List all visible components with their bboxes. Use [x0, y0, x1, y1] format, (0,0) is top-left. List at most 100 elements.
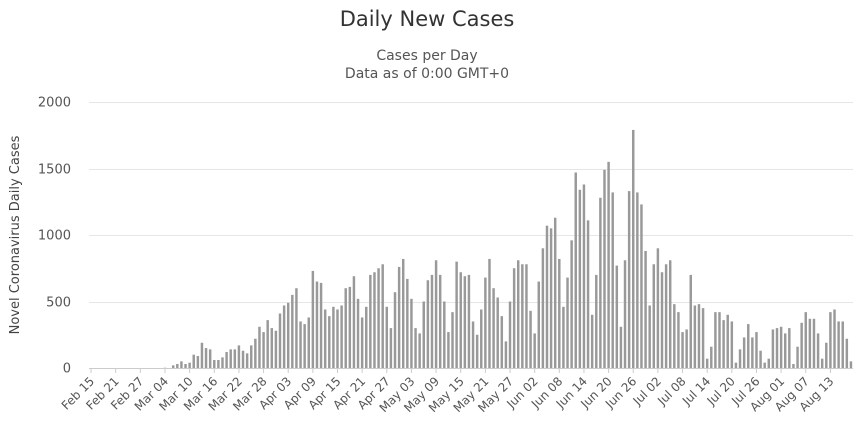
bar[interactable] — [410, 298, 413, 368]
bar[interactable] — [336, 309, 339, 368]
bar[interactable] — [549, 228, 553, 368]
bar[interactable] — [537, 281, 540, 368]
bar[interactable] — [562, 306, 565, 368]
bar[interactable] — [558, 258, 561, 368]
bar[interactable] — [196, 356, 200, 368]
bar[interactable] — [829, 312, 832, 368]
bar[interactable] — [200, 342, 204, 368]
bar[interactable] — [533, 333, 536, 368]
bar[interactable] — [262, 332, 265, 368]
bar[interactable] — [258, 326, 261, 368]
bar[interactable] — [722, 320, 725, 368]
bar[interactable] — [455, 261, 458, 368]
bar[interactable] — [755, 332, 758, 368]
bar[interactable] — [237, 345, 241, 368]
bar[interactable] — [184, 364, 187, 368]
bar[interactable] — [377, 268, 380, 368]
bar[interactable] — [783, 333, 787, 368]
bar[interactable] — [291, 294, 294, 368]
bar[interactable] — [188, 362, 191, 368]
bar[interactable] — [340, 305, 343, 368]
bar[interactable] — [217, 360, 220, 368]
bar[interactable] — [566, 277, 569, 368]
bar[interactable] — [660, 272, 664, 368]
bar[interactable] — [845, 338, 849, 368]
bar[interactable] — [443, 301, 446, 369]
bar[interactable] — [373, 272, 376, 368]
bar[interactable] — [656, 248, 660, 368]
bar[interactable] — [771, 329, 775, 368]
bar[interactable] — [812, 318, 816, 368]
bar[interactable] — [245, 353, 249, 368]
bar[interactable] — [677, 312, 680, 368]
bar[interactable] — [250, 345, 253, 368]
bar[interactable] — [360, 317, 364, 368]
bar[interactable] — [500, 316, 504, 368]
bar[interactable] — [582, 184, 586, 368]
bar[interactable] — [303, 324, 306, 368]
bar[interactable] — [176, 364, 179, 368]
bar[interactable] — [701, 308, 705, 368]
bar[interactable] — [315, 281, 319, 368]
bar[interactable] — [397, 266, 401, 368]
bar[interactable] — [414, 328, 417, 368]
bar[interactable] — [734, 362, 738, 368]
bar[interactable] — [278, 313, 282, 368]
bar[interactable] — [241, 350, 245, 368]
bar[interactable] — [673, 304, 676, 368]
bar[interactable] — [627, 191, 631, 368]
bar[interactable] — [668, 260, 672, 368]
bar[interactable] — [521, 264, 524, 368]
bar[interactable] — [496, 297, 499, 368]
bar[interactable] — [693, 305, 697, 368]
bar[interactable] — [841, 321, 844, 368]
bar[interactable] — [282, 305, 286, 368]
bar[interactable] — [611, 192, 614, 368]
bar[interactable] — [348, 286, 352, 368]
bar[interactable] — [800, 322, 803, 368]
bar[interactable] — [640, 204, 643, 368]
bar[interactable] — [586, 220, 590, 368]
bar[interactable] — [714, 312, 717, 368]
bar[interactable] — [697, 304, 701, 368]
bar[interactable] — [208, 349, 212, 368]
bar[interactable] — [430, 274, 434, 368]
bar[interactable] — [570, 240, 573, 368]
bar[interactable] — [726, 314, 729, 368]
bar[interactable] — [599, 197, 602, 368]
bar[interactable] — [796, 346, 799, 368]
bar[interactable] — [270, 328, 274, 368]
bar[interactable] — [266, 320, 269, 368]
bar[interactable] — [180, 361, 183, 368]
bar[interactable] — [438, 274, 442, 368]
bar[interactable] — [344, 288, 347, 368]
bar[interactable] — [504, 341, 508, 368]
bar[interactable] — [705, 358, 709, 368]
bar[interactable] — [553, 217, 557, 368]
bar[interactable] — [311, 270, 315, 368]
bar[interactable] — [274, 330, 278, 368]
bar[interactable] — [792, 364, 795, 368]
bar[interactable] — [508, 301, 512, 369]
bar[interactable] — [541, 248, 545, 368]
bar[interactable] — [471, 321, 475, 368]
bar[interactable] — [623, 260, 627, 368]
bar[interactable] — [545, 225, 549, 368]
bar[interactable] — [484, 277, 487, 368]
bar[interactable] — [751, 337, 754, 368]
bar[interactable] — [221, 357, 224, 368]
bar[interactable] — [204, 348, 208, 368]
bar[interactable] — [710, 346, 713, 368]
bar[interactable] — [681, 332, 684, 368]
bar[interactable] — [332, 306, 335, 368]
bar[interactable] — [480, 309, 483, 368]
bar[interactable] — [426, 280, 430, 368]
bar[interactable] — [418, 333, 421, 368]
bar[interactable] — [652, 264, 656, 368]
bar[interactable] — [615, 265, 619, 368]
bar[interactable] — [406, 278, 409, 368]
bar[interactable] — [636, 192, 639, 368]
bar[interactable] — [463, 276, 467, 368]
bar[interactable] — [742, 337, 746, 368]
bar[interactable] — [171, 365, 175, 368]
